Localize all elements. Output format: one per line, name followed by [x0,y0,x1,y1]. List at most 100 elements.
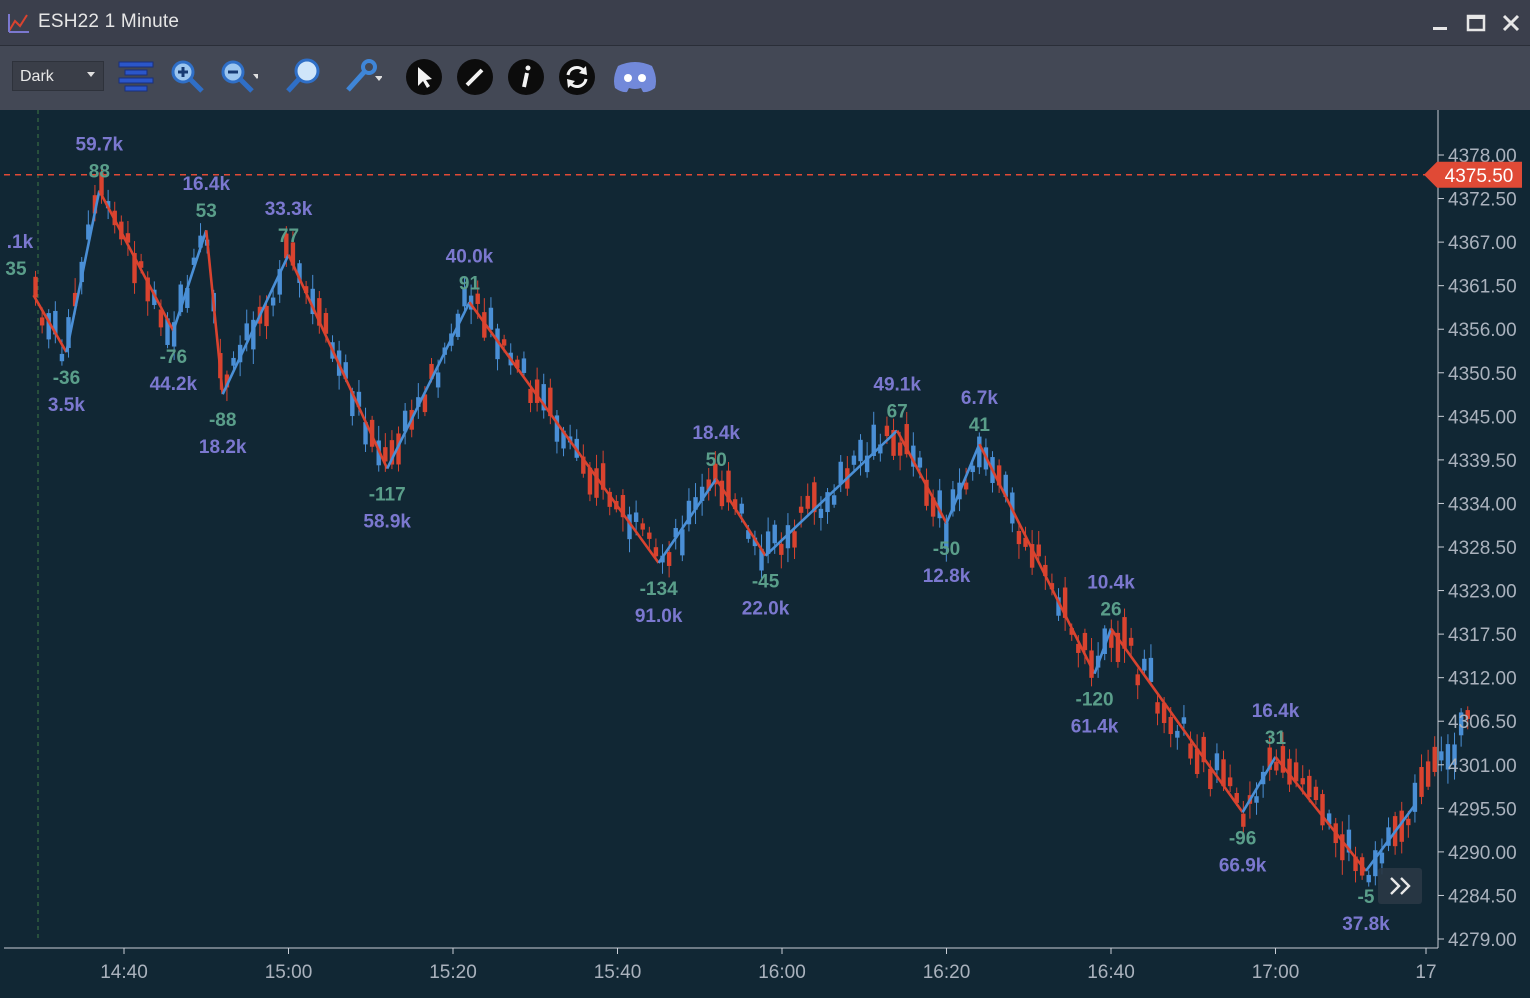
candle-body [244,323,249,341]
maximize-icon[interactable] [1463,10,1489,36]
candle-body [39,317,45,326]
discord-icon[interactable] [610,56,660,98]
zigzag-segment [98,190,175,332]
candle-body [686,500,692,525]
candle-body [1181,717,1187,724]
info-icon[interactable] [505,56,547,98]
candle-body [1155,702,1160,714]
candle-body [402,410,408,432]
pivot-volume-label: 91.0k [635,606,683,627]
candle-body [92,195,98,214]
candle-body [785,525,791,549]
candle-body [435,372,441,388]
zigzag-segment [32,294,68,353]
zigzag-segment [468,301,660,564]
candle-body [396,433,401,465]
pivot-volume-label: 3.5k [48,395,85,416]
pivot-delta-label: 41 [969,415,991,436]
x-tick-label: 16:40 [1087,962,1135,983]
pivot-delta-label: -88 [209,410,236,431]
price-chart[interactable]: -36 3.5k 59.7k 88 -76 44.2k 16.4k 53 -88 18.2k 33.… [0,110,1530,998]
zoom-out-icon[interactable] [216,56,258,98]
zigzag-segment [287,254,389,470]
refresh-icon[interactable] [556,56,598,98]
candle-body [541,384,546,411]
magnifier-icon[interactable] [283,56,325,98]
candle-body [726,470,731,503]
minimize-icon[interactable] [1427,10,1453,36]
cursor-icon[interactable] [403,56,445,98]
pivot-volume-label: 44.2k [150,374,198,395]
pivot-volume-label: 49.1k [873,375,921,396]
current-price-tag [1424,161,1522,188]
candle-body [1076,643,1081,653]
candle-body [1280,746,1286,773]
candle-body [1254,796,1259,803]
zigzag-segment [1241,756,1277,813]
candle-body [1082,632,1088,651]
y-tick-label: 4334.00 [1448,494,1517,515]
candle-body [138,261,144,268]
candle-body [911,445,916,467]
title-bar: ESH22 1 Minute [0,0,1530,46]
candle-body [1307,775,1312,798]
pencil-icon[interactable] [454,56,496,98]
candle-body [666,552,672,566]
pivot-delta-label: -50 [933,539,960,560]
candle-body [99,172,104,196]
candle-body [178,284,183,313]
candle-body [1353,856,1358,872]
candle-body [633,512,639,522]
candle-body [350,391,355,417]
candle-body [1373,850,1378,877]
x-tick-label: 17 [1415,962,1436,983]
candle-body [1465,710,1470,719]
candle-body [1293,762,1299,782]
zigzag-segment [945,443,981,524]
candle-body [521,358,527,373]
y-tick-label: 4284.50 [1448,886,1517,907]
candle-body [904,424,909,455]
candle-body [237,344,243,363]
candle-body [640,523,645,530]
candle-body [798,506,804,513]
close-icon[interactable] [1498,10,1524,36]
pivot-delta-label: -96 [1229,828,1256,849]
candle-body [805,495,810,509]
candle-body [647,532,652,539]
candle-body [1320,794,1325,826]
candle-body [515,359,520,368]
candle-body [1406,818,1411,826]
partial-delta-label: 35 [5,259,27,280]
pivot-volume-label: 22.0k [742,599,790,620]
candle-body [1326,813,1332,825]
candle-body [1274,761,1279,771]
y-tick-label: 4301.00 [1448,756,1517,777]
candle-body [963,482,969,490]
candle-body [1313,786,1319,801]
candle-body [831,495,837,505]
candle-body [620,495,626,518]
pivot-delta-label: 50 [706,450,727,471]
horizontal-lines-icon[interactable] [115,56,157,98]
candle-body [59,353,65,362]
wrench-icon[interactable] [340,56,382,98]
zigzag-segment [172,229,208,332]
candle-body [699,486,705,501]
pivot-volume-label: 58.9k [363,512,411,533]
scroll-to-latest-button[interactable] [1378,868,1422,904]
zoom-in-icon[interactable] [166,56,208,98]
pivot-delta-label: 88 [89,162,110,183]
pivot-delta-label: -5 [1358,887,1375,908]
candle-body [581,456,586,474]
candle-body [501,339,507,346]
candle-body [732,499,738,510]
x-tick-label: 16:20 [923,962,971,983]
pivot-volume-label: 37.8k [1342,914,1390,935]
candle-body [1419,767,1424,797]
theme-dropdown[interactable]: Dark [12,61,104,91]
candle-body [33,276,38,298]
chart-area[interactable]: -36 3.5k 59.7k 88 -76 44.2k 16.4k 53 -88 18.2k 33.… [0,110,1530,998]
candle-body [1043,564,1048,577]
candle-body [383,447,388,462]
